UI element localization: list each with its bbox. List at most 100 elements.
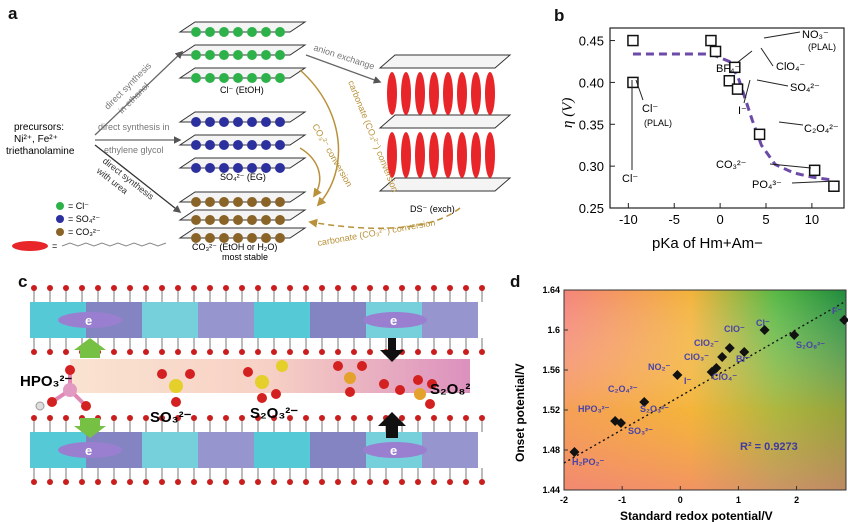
oxygen-atom bbox=[447, 415, 453, 421]
oxygen-atom bbox=[303, 415, 309, 421]
oxygen-atom bbox=[383, 479, 389, 485]
ion-dot bbox=[261, 50, 271, 60]
ion-dot bbox=[275, 215, 285, 225]
label-hpo3: HPO₃²⁻ bbox=[578, 404, 610, 414]
ion-dot bbox=[261, 215, 271, 225]
label-c2o4: C₂O₄²⁻ bbox=[804, 123, 839, 135]
legend-co3: = CO₃²⁻ bbox=[68, 227, 101, 237]
oxygen-atom bbox=[399, 285, 405, 291]
oxygen-atom bbox=[351, 415, 357, 421]
y-tick-label: 1.44 bbox=[542, 485, 560, 495]
oxygen-atom bbox=[223, 349, 229, 355]
carbonate-conversion-label-2: carbonate (CO₃²⁻) conversion bbox=[317, 217, 436, 248]
oxygen-atom bbox=[415, 349, 421, 355]
ion-dot bbox=[205, 197, 215, 207]
plot-bg-overlay bbox=[564, 290, 846, 490]
oxygen-atom bbox=[111, 479, 117, 485]
stack-co3 bbox=[180, 192, 305, 243]
oxygen-atom bbox=[239, 349, 245, 355]
stack-so4 bbox=[180, 112, 305, 173]
ion-dot bbox=[219, 197, 229, 207]
oxygen-atom bbox=[207, 285, 213, 291]
hpo3-label: HPO₃²⁻ bbox=[20, 373, 72, 390]
ion-dot bbox=[275, 197, 285, 207]
label-i: I⁻ bbox=[738, 105, 747, 117]
legend-so4-swatch bbox=[56, 215, 64, 223]
y-tick-label: 0.45 bbox=[579, 34, 604, 49]
oxygen-atom bbox=[255, 349, 261, 355]
oxygen-atom bbox=[255, 479, 261, 485]
ion-dot bbox=[191, 117, 201, 127]
label-no3: NO₃⁻ bbox=[802, 29, 829, 41]
r-squared: R² = 0.9273 bbox=[740, 441, 798, 453]
ion-dot bbox=[219, 117, 229, 127]
ion-dot bbox=[233, 140, 243, 150]
label-i: I⁻ bbox=[684, 376, 692, 386]
oxygen-atom bbox=[127, 349, 133, 355]
oxygen-atom bbox=[159, 479, 165, 485]
oxygen-atom bbox=[367, 285, 373, 291]
oxygen-atom bbox=[79, 479, 85, 485]
legend-cl-swatch bbox=[56, 202, 64, 210]
ds-chain-icon bbox=[62, 243, 166, 246]
ion-dot bbox=[205, 163, 215, 173]
ion-dot bbox=[261, 27, 271, 37]
octahedra-block bbox=[422, 432, 478, 468]
label-clo2: ClO₂⁻ bbox=[694, 338, 719, 348]
stack-ds bbox=[380, 55, 510, 191]
ion-dot bbox=[205, 50, 215, 60]
x-tick-label: -10 bbox=[619, 212, 638, 227]
oxygen-atom bbox=[63, 285, 69, 291]
ds-chain bbox=[415, 72, 425, 115]
oxygen-atom bbox=[303, 479, 309, 485]
ion-dot bbox=[233, 73, 243, 83]
oxygen-atom bbox=[303, 285, 309, 291]
oxygen-atom bbox=[463, 479, 469, 485]
ion-dot bbox=[275, 140, 285, 150]
ion-dot bbox=[205, 117, 215, 127]
stack-cl-label: Cl⁻ (EtOH) bbox=[220, 85, 264, 95]
legend-ds: = bbox=[52, 241, 57, 251]
oxygen-atom bbox=[191, 479, 197, 485]
ds-chain bbox=[429, 72, 439, 115]
panel-a-schematic: Cl⁻ (EtOH) SO₄²⁻ (EG) CO₃²⁻ (EtOH or H₂O… bbox=[0, 0, 520, 262]
octahedra-block bbox=[254, 302, 310, 338]
oxygen-atom bbox=[127, 285, 133, 291]
ds-chain bbox=[443, 72, 453, 115]
ds-chain bbox=[387, 72, 397, 115]
oxygen-atom bbox=[143, 349, 149, 355]
ion-dot bbox=[191, 50, 201, 60]
ion-dot bbox=[247, 50, 257, 60]
ion-dot bbox=[261, 197, 271, 207]
label-clo4: ClO₄⁻ bbox=[712, 372, 737, 382]
ion-dot bbox=[219, 215, 229, 225]
oxygen-atom bbox=[463, 349, 469, 355]
ion-dot bbox=[205, 73, 215, 83]
oxygen-atom bbox=[431, 349, 437, 355]
ion-dot bbox=[261, 117, 271, 127]
ds-chain bbox=[401, 72, 411, 115]
route-eg-l1: direct synthesis in bbox=[98, 122, 170, 132]
oxygen-atom bbox=[111, 285, 117, 291]
ion-dot bbox=[275, 73, 285, 83]
oxygen-atom bbox=[479, 349, 485, 355]
oxygen-atom bbox=[319, 285, 325, 291]
ion-dot bbox=[247, 27, 257, 37]
x-tick-label: 0 bbox=[678, 495, 683, 505]
oxygen-atom bbox=[319, 415, 325, 421]
electron-pill-1: e bbox=[58, 312, 122, 328]
oxygen-atom bbox=[335, 415, 341, 421]
label-po4: PO₄³⁻ bbox=[752, 179, 782, 191]
oxygen-atom bbox=[207, 415, 213, 421]
oxygen-atom bbox=[351, 479, 357, 485]
ds-chain bbox=[443, 132, 453, 178]
oxygen-atom bbox=[271, 479, 277, 485]
ds-chain bbox=[457, 132, 467, 178]
oxygen-atom bbox=[31, 349, 37, 355]
ds-chain bbox=[485, 72, 495, 115]
x-axis-label: Standard redox potential/V bbox=[620, 509, 773, 522]
data-point bbox=[706, 36, 716, 46]
precursors-tea: triethanolamine bbox=[6, 146, 75, 157]
label-so4: SO₄²⁻ bbox=[790, 82, 820, 94]
oxygen-atom bbox=[63, 479, 69, 485]
